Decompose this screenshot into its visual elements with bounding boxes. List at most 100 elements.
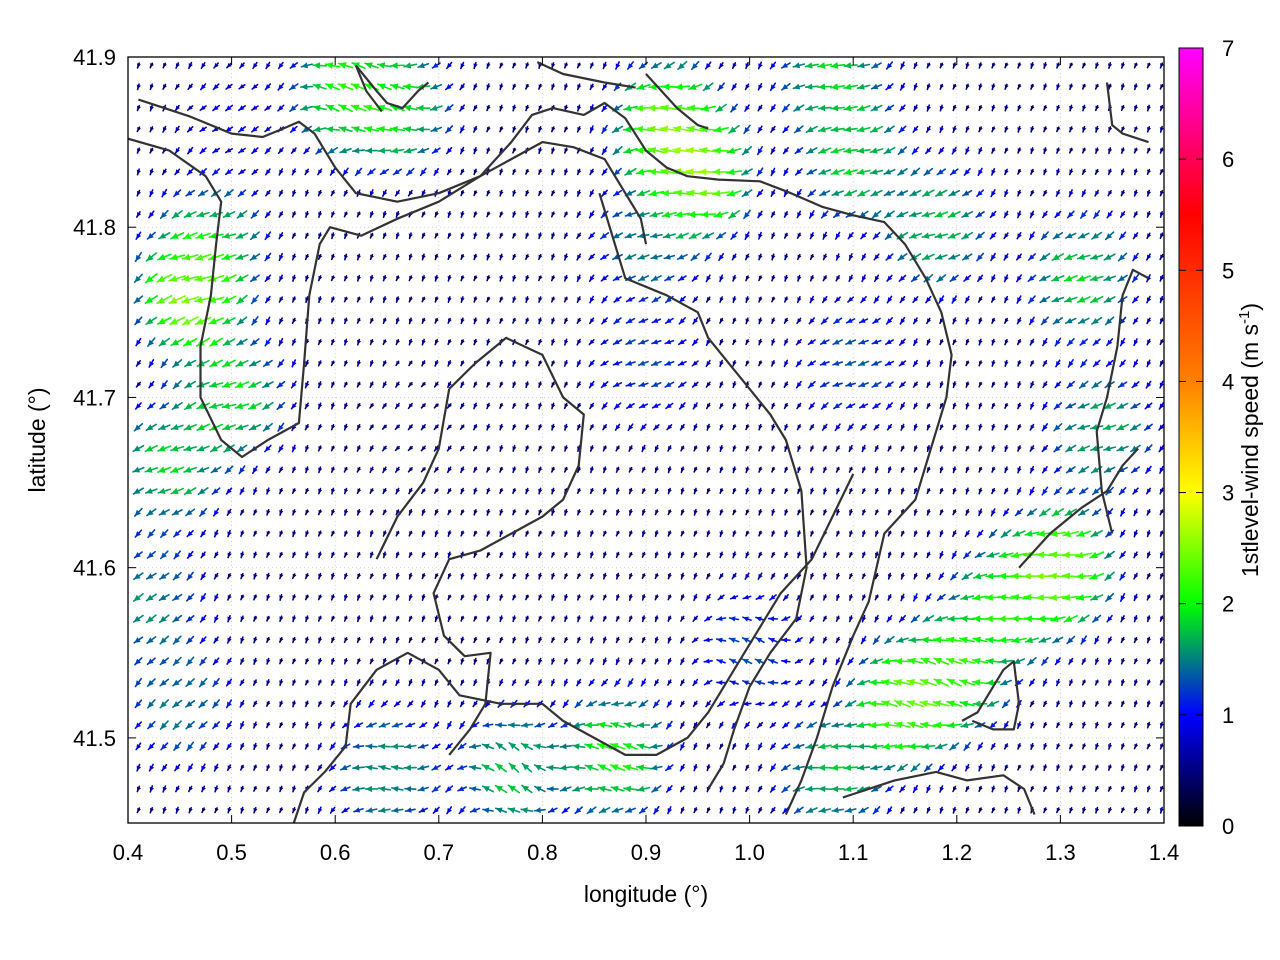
wind-arrow: [486, 402, 491, 410]
wind-arrow: [1107, 807, 1113, 814]
wind-arrow: [251, 189, 259, 197]
wind-arrow: [939, 445, 944, 452]
wind-arrow: [602, 594, 608, 601]
wind-arrow: [1066, 635, 1076, 645]
wind-arrow: [1043, 147, 1048, 155]
wind-arrow: [874, 466, 880, 474]
wind-arrow: [175, 62, 180, 69]
wind-arrow: [1146, 594, 1152, 601]
wind-arrow: [768, 637, 778, 643]
wind-arrow: [417, 743, 429, 749]
wind-arrow: [1159, 785, 1164, 793]
wind-arrow: [1146, 700, 1151, 708]
wind-arrow: [460, 466, 465, 474]
wind-arrow: [395, 360, 401, 367]
wind-arrow: [236, 210, 248, 219]
wind-arrow: [978, 381, 983, 388]
wind-arrow: [1107, 657, 1113, 665]
wind-arrow: [834, 678, 841, 687]
wind-arrow: [382, 594, 388, 601]
wind-arrow: [628, 593, 633, 601]
wind-arrow: [959, 615, 975, 623]
wind-arrow: [1004, 338, 1009, 346]
wind-arrow: [149, 807, 154, 814]
wind-arrow: [266, 785, 271, 792]
wind-arrow: [305, 721, 310, 729]
wind-arrow: [758, 317, 763, 325]
wind-arrow: [1117, 381, 1128, 388]
wind-arrow: [546, 743, 560, 750]
wind-arrow: [499, 211, 504, 218]
wind-arrow: [213, 636, 219, 644]
wind-arrow: [641, 615, 646, 623]
wind-arrow: [1030, 168, 1035, 175]
wind-arrow: [512, 232, 517, 239]
wind-arrow: [951, 146, 957, 155]
wind-arrow: [612, 360, 623, 366]
wind-arrow: [1103, 466, 1116, 473]
wind-arrow: [1133, 658, 1139, 665]
wind-arrow: [732, 487, 737, 495]
wind-arrow: [551, 317, 556, 325]
wind-arrow: [291, 317, 297, 324]
wind-arrow: [1105, 359, 1114, 367]
wind-arrow: [664, 360, 675, 366]
wind-arrow: [561, 806, 570, 814]
wind-arrow: [612, 381, 623, 388]
wind-arrow: [1159, 551, 1164, 559]
wind-arrow: [146, 231, 156, 240]
wind-arrow: [278, 274, 284, 283]
wind-arrow: [767, 658, 779, 665]
wind-arrow: [1133, 743, 1139, 750]
wind-arrow: [991, 359, 996, 367]
wind-arrow: [911, 146, 920, 155]
wind-arrow: [266, 722, 271, 729]
wind-arrow: [196, 445, 210, 452]
wind-arrow: [939, 62, 944, 69]
wind-arrow: [991, 764, 996, 772]
wind-arrow: [893, 657, 911, 665]
wind-arrow: [900, 806, 906, 814]
wind-arrow: [615, 509, 621, 516]
wind-arrow: [624, 211, 637, 218]
wind-arrow: [175, 806, 180, 814]
wind-arrow: [133, 422, 144, 432]
wind-arrow: [744, 572, 750, 580]
wind-arrow: [460, 360, 465, 367]
wind-arrow: [589, 295, 595, 304]
wind-arrow: [706, 743, 711, 750]
wind-arrow: [680, 466, 685, 474]
wind-arrow: [985, 572, 1001, 580]
wind-arrow: [1106, 614, 1113, 623]
wind-arrow: [615, 530, 621, 537]
wind-arrow: [538, 657, 543, 665]
wind-arrow: [726, 147, 742, 154]
wind-arrow: [148, 763, 155, 772]
wind-arrow: [999, 658, 1013, 665]
wind-arrow: [795, 700, 803, 708]
wind-arrow: [1027, 656, 1037, 666]
wind-arrow: [408, 296, 413, 303]
wind-arrow: [698, 146, 718, 154]
wind-arrow: [512, 189, 517, 197]
wind-arrow: [586, 806, 597, 815]
wind-arrow: [612, 146, 623, 156]
wind-arrow: [1028, 678, 1035, 687]
wind-arrow: [240, 615, 245, 623]
wind-arrow: [844, 807, 857, 813]
wind-arrow: [147, 742, 155, 751]
wind-arrow: [923, 763, 933, 772]
wind-arrow: [262, 401, 274, 411]
wind-arrow: [910, 614, 920, 623]
wind-arrow: [551, 253, 556, 261]
wind-arrow: [664, 339, 675, 345]
wind-arrow: [1090, 402, 1104, 410]
wind-arrow: [512, 488, 517, 495]
wind-arrow: [402, 83, 418, 91]
wind-arrow: [237, 126, 247, 133]
wind-arrow: [830, 147, 845, 154]
x-tick-label: 0.6: [320, 840, 351, 865]
wind-arrow: [1103, 253, 1116, 261]
wind-arrow: [1043, 105, 1048, 112]
wind-arrow: [196, 466, 210, 473]
